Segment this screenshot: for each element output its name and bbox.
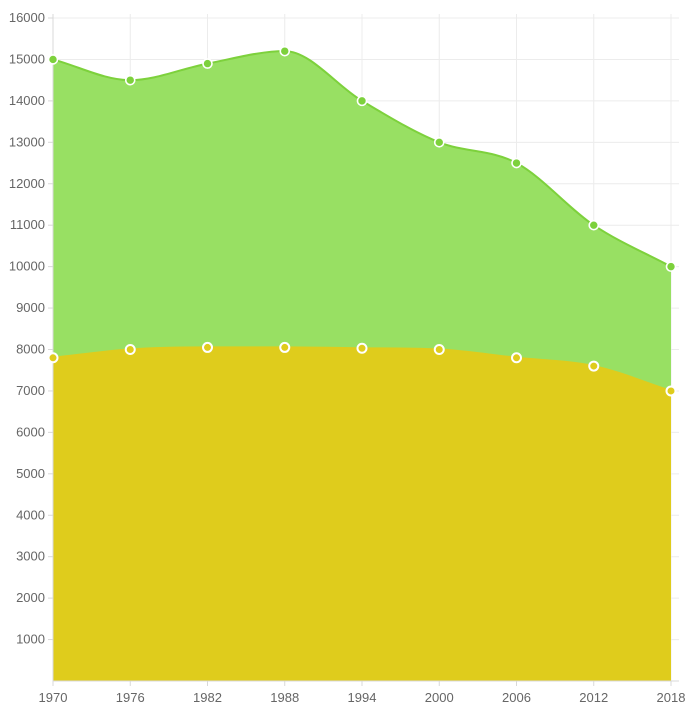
series-1-point [47,352,59,364]
x-tick-label: 1970 [39,690,68,705]
series-1-area [53,347,671,681]
y-tick-label: 3000 [16,549,45,564]
y-tick-label: 16000 [9,10,45,25]
series-2-point [433,137,445,148]
x-tick-label: 2000 [425,690,454,705]
y-tick-label: 1000 [16,632,45,647]
markers [47,45,677,397]
y-tick-label: 15000 [9,51,45,66]
area-layer [53,51,671,681]
y-tick-label: 6000 [16,424,45,439]
y-tick-label: 12000 [9,176,45,191]
y-tick-label: 4000 [16,507,45,522]
series-2-area [53,51,671,391]
x-tick-label: 2006 [502,690,531,705]
series-1-point [511,352,522,364]
y-tick-label: 9000 [16,300,45,315]
x-tick-label: 1976 [116,690,145,705]
axes [48,14,679,686]
series-1-point [588,360,600,372]
series-1-point [202,341,213,353]
y-tick-label: 10000 [9,259,45,274]
y-tick-label: 13000 [9,134,45,149]
x-tick-label: 1994 [348,690,377,705]
x-tick-label: 1988 [270,690,299,705]
series-2-point [47,54,59,65]
y-tick-label: 7000 [16,383,45,398]
series-2-point [279,45,291,57]
series-2-point [356,95,368,107]
y-tick-label: 8000 [16,342,45,357]
series-1-point [356,342,368,354]
series-2-point [511,157,522,169]
y-tick-label: 5000 [16,466,45,481]
series-2-point [202,58,213,69]
series-2-point [665,261,677,272]
x-tick-label: 1982 [193,690,222,705]
series-1-point [124,344,136,355]
series-1-point [279,341,291,353]
x-tick-label: 2012 [579,690,608,705]
series-2-point [124,74,136,86]
tick-labels: 1000 2000 3000 4000 5000 6000 7000 8000 9000 1000… [9,10,686,705]
series-1-point [665,385,677,397]
y-tick-label: 11000 [10,217,45,232]
series-1-point [433,344,445,355]
y-tick-label: 2000 [16,590,45,605]
x-tick-label: 2018 [657,690,686,705]
y-tick-label: 14000 [9,93,45,108]
series-2-point [588,219,600,231]
